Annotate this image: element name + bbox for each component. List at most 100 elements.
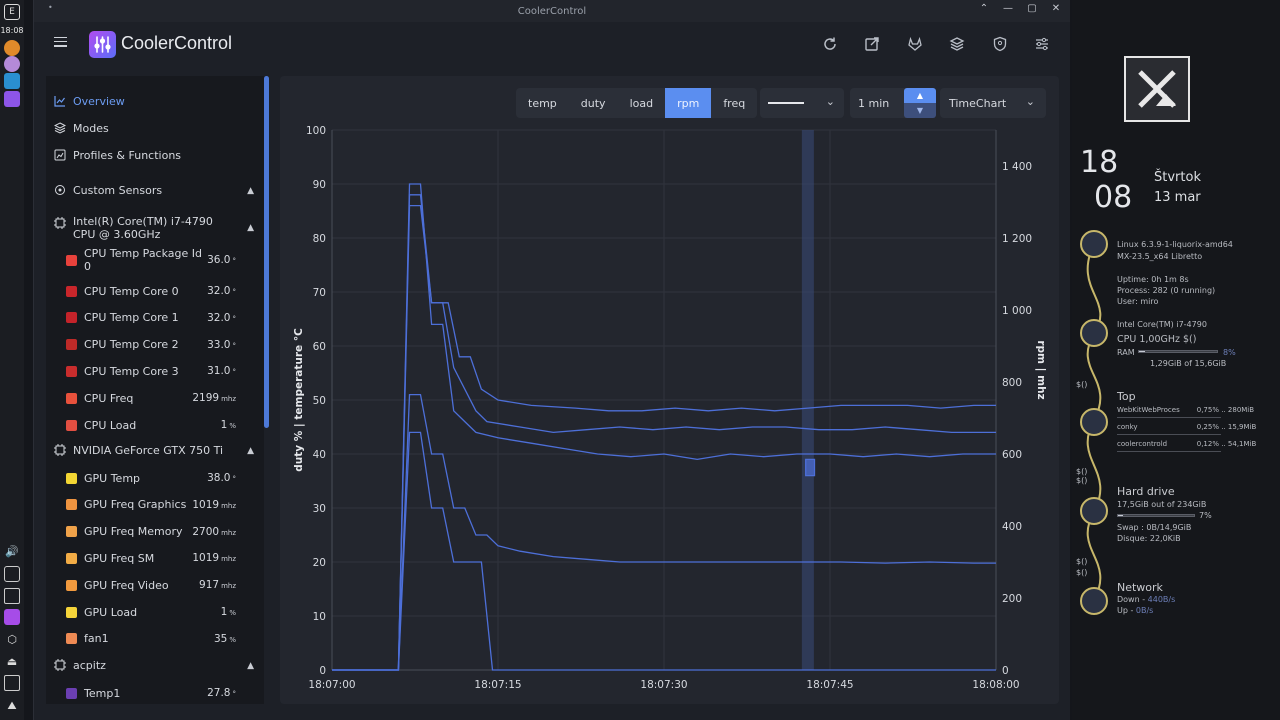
sensor-value: 917 mhz [199, 579, 236, 591]
group-nvidia-gpu[interactable]: NVIDIA GeForce GTX 750 Ti ▲ [54, 444, 254, 457]
distro: MX-23.5_x64 Libretto [1117, 252, 1203, 261]
mountain-icon[interactable]: ⛰ [7, 699, 17, 712]
decrement-button[interactable]: ▼ [904, 103, 936, 118]
sensor-row[interactable]: Temp1 27.8 ° [66, 684, 236, 702]
close-button[interactable]: ✕ [1051, 3, 1061, 14]
network-heading: Network [1117, 581, 1163, 594]
cpu-icon [1080, 319, 1108, 347]
open-external-icon[interactable] [864, 36, 880, 52]
sensor-row[interactable]: fan1 35% [66, 630, 236, 648]
sensor-value-number: 36.0 [207, 254, 231, 266]
sensor-row[interactable]: GPU Freq Memory 2700 mhz [66, 523, 236, 541]
disk-used: 17,5GiB out of 234GiB [1117, 500, 1207, 509]
tab-temp[interactable]: temp [528, 96, 557, 110]
tab-duty[interactable]: duty [580, 96, 606, 110]
process-cpu: 0,75% [1196, 406, 1219, 414]
sensor-row[interactable]: CPU Freq 2199 mhz [66, 389, 236, 407]
nav-overview[interactable]: Overview [54, 91, 125, 111]
sensor-row[interactable]: GPU Load 1% [66, 603, 236, 621]
process-mem: 15,9MiB [1227, 423, 1257, 431]
line-style-select[interactable]: ⌄ [760, 88, 844, 118]
layers-icon[interactable] [949, 36, 965, 52]
group-intel-cpu[interactable]: Intel(R) Core(TM) i7-4790 CPU @ 3.60GHz … [54, 215, 254, 241]
coolercontrol-tray-icon[interactable] [4, 609, 20, 625]
shield-icon[interactable] [992, 36, 1008, 52]
eject-icon[interactable]: ⏏ [6, 654, 18, 668]
sensor-row[interactable]: CPU Temp Core 0 32.0 ° [66, 282, 236, 300]
sensor-color-swatch[interactable] [66, 526, 77, 538]
refresh-icon[interactable] [822, 36, 838, 52]
sliders-icon[interactable] [1034, 36, 1050, 52]
collapse-chevron-icon[interactable]: ▲ [247, 223, 254, 233]
titlebar[interactable]: • CoolerControl ⌃ — ▢ ✕ [34, 0, 1070, 22]
app-icon[interactable] [4, 56, 20, 72]
sensor-row[interactable]: CPU Load 1% [66, 416, 236, 434]
sensor-row[interactable]: GPU Freq Graphics 1019 mhz [66, 496, 236, 514]
sensor-color-swatch[interactable] [66, 392, 77, 404]
time-range-select[interactable]: 1 min ▲ ▼ [850, 88, 936, 118]
tab-freq[interactable]: freq [723, 96, 746, 110]
battery-icon[interactable] [4, 675, 20, 691]
sensor-color-swatch[interactable] [66, 552, 77, 564]
gitlab-icon[interactable] [907, 36, 923, 52]
nav-profiles-functions[interactable]: Profiles & Functions [54, 145, 181, 165]
minimize-button[interactable]: — [1003, 3, 1013, 14]
sidebar-scrollbar[interactable] [264, 76, 269, 428]
increment-button[interactable]: ▲ [904, 88, 936, 103]
collapse-chevron-icon[interactable]: ▲ [247, 661, 254, 671]
sensor-color-swatch[interactable] [66, 339, 77, 351]
placeholder-text: $() [1076, 380, 1088, 389]
sidebar: Overview Modes Profiles & Functions Cust… [46, 76, 264, 704]
collapse-chevron-icon[interactable]: ▲ [247, 446, 254, 456]
sensor-row[interactable]: CPU Temp Package Id 0 36.0 ° [66, 246, 236, 274]
top-row-divider [1117, 417, 1221, 418]
sensor-name: Temp1 [84, 686, 121, 700]
sensor-color-swatch[interactable] [66, 472, 77, 484]
sensor-value: 1019 mhz [192, 499, 236, 511]
sensor-color-swatch[interactable] [66, 365, 77, 377]
sensor-value: 35% [214, 633, 236, 645]
sensor-color-swatch[interactable] [66, 633, 77, 645]
sensor-name: GPU Freq Video [84, 578, 169, 592]
time-chart[interactable]: 0 10 20 30 40 50 60 70 80 90 100 18:07:00 18:07:15 18… [280, 76, 1059, 704]
window-menu-icon[interactable]: • [48, 3, 53, 12]
sensor-row[interactable]: GPU Freq Video 917 mhz [66, 576, 236, 594]
sensor-color-swatch[interactable] [66, 285, 77, 297]
sensor-row[interactable]: GPU Freq SM 1019 mhz [66, 549, 236, 567]
sensor-color-swatch[interactable] [66, 419, 77, 431]
tab-rpm[interactable]: rpm [665, 88, 712, 118]
sensor-color-swatch[interactable] [66, 254, 77, 266]
menu-toggle-button[interactable] [54, 34, 70, 50]
sensor-row[interactable]: GPU Temp 38.0 ° [66, 469, 236, 487]
nav-modes[interactable]: Modes [54, 118, 109, 138]
sensor-row[interactable]: CPU Temp Core 2 33.0 ° [66, 336, 236, 354]
sensor-color-swatch[interactable] [66, 312, 77, 324]
sensor-color-swatch[interactable] [66, 579, 77, 591]
calculator-icon[interactable] [4, 73, 20, 89]
tab-load[interactable]: load [629, 96, 654, 110]
coolercontrol-task-icon[interactable] [4, 91, 20, 107]
sensor-color-swatch[interactable] [66, 499, 77, 511]
hover-cursor-band[interactable] [801, 130, 814, 670]
sensor-color-swatch[interactable] [66, 687, 77, 699]
collapse-chevron-icon[interactable]: ▲ [247, 186, 254, 196]
clipboard-icon[interactable] [4, 588, 20, 604]
volume-icon[interactable]: 🔊 [5, 544, 19, 558]
y-right-tick-label: 600 [1002, 449, 1022, 461]
keep-above-button[interactable]: ⌃ [979, 3, 989, 14]
mx-logo-icon[interactable]: E [4, 4, 20, 20]
sensor-unit: % [229, 609, 236, 617]
group-acpitz[interactable]: acpitz ▲ [54, 659, 254, 672]
maximize-button[interactable]: ▢ [1027, 3, 1037, 14]
package-icon[interactable]: ⬡ [7, 632, 17, 646]
chart-type-value: TimeChart [949, 96, 1007, 110]
firefox-icon[interactable] [4, 40, 20, 56]
sensor-row[interactable]: CPU Temp Core 3 31.0 ° [66, 362, 236, 380]
chart-type-select[interactable]: TimeChart ⌄ [940, 88, 1046, 118]
net-up-label: Up - [1117, 606, 1136, 615]
sensor-color-swatch[interactable] [66, 606, 77, 618]
group-custom-sensors[interactable]: Custom Sensors ▲ [54, 184, 254, 197]
date: 13 mar [1154, 190, 1201, 205]
sensor-row[interactable]: CPU Temp Core 1 32.0 ° [66, 309, 236, 327]
network-icon[interactable] [4, 566, 20, 582]
